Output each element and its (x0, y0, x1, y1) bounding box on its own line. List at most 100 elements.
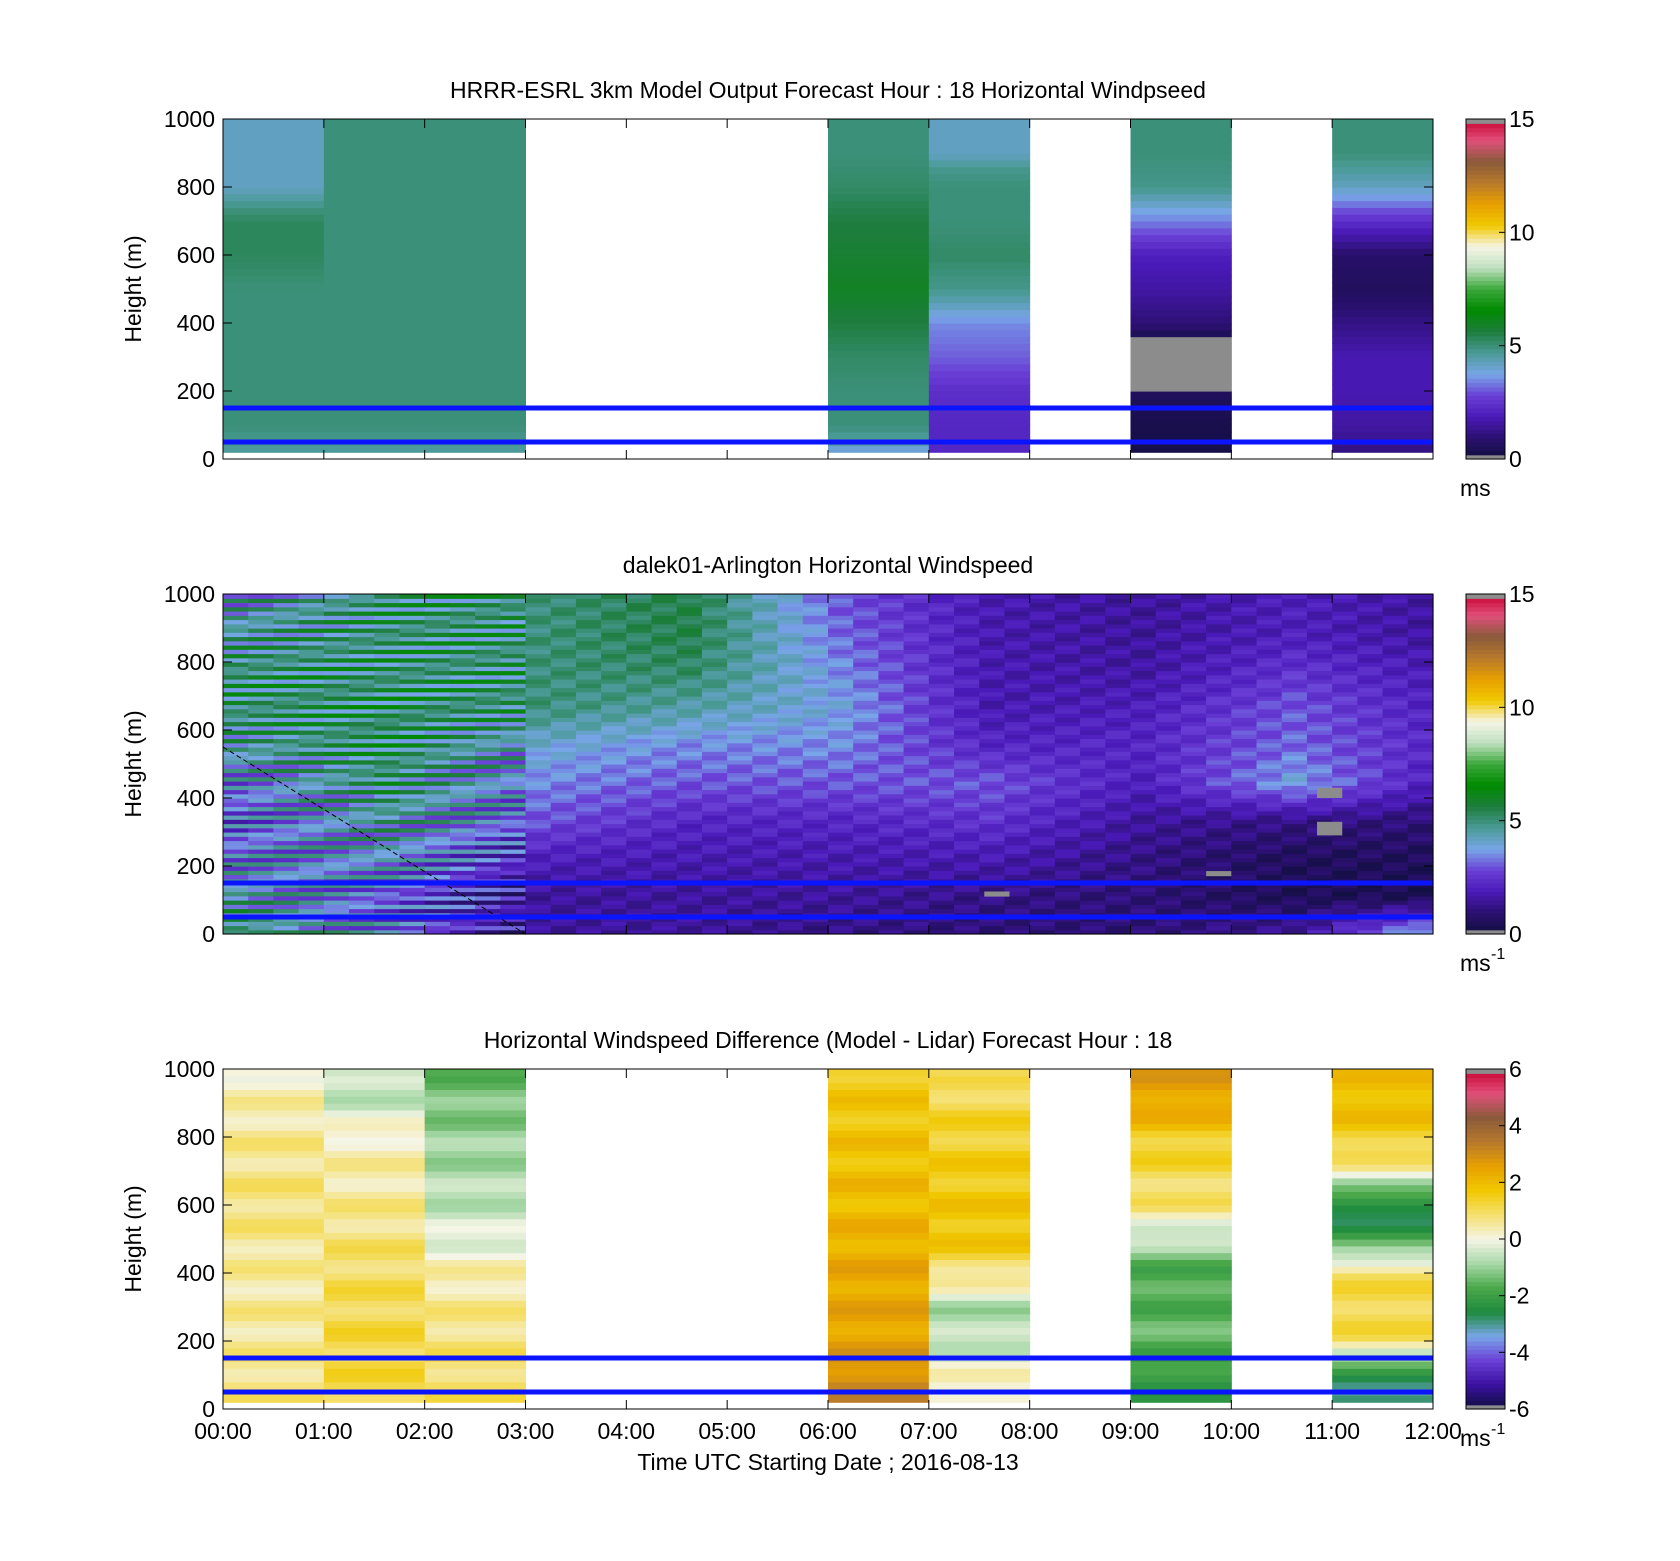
heat-cell (223, 146, 325, 154)
heat-cell (1382, 725, 1409, 731)
heat-cell (475, 802, 501, 808)
heat-cell (1004, 742, 1031, 748)
heat-cell (248, 776, 275, 782)
heat-cell (298, 853, 325, 859)
heat-cell (298, 645, 325, 650)
heat-cell (727, 776, 753, 782)
heat-cell (1155, 691, 1182, 697)
heat-cell (223, 640, 249, 646)
heat-cell (802, 687, 829, 693)
heat-cell (349, 670, 375, 676)
heat-cell (575, 776, 602, 782)
heat-cell (651, 708, 678, 714)
heat-cell (298, 895, 325, 901)
heat-cell (1155, 683, 1182, 689)
heat-cell (1332, 857, 1358, 863)
heat-cell (1155, 861, 1182, 867)
heat-cell (1130, 594, 1157, 599)
heat-cell (525, 781, 552, 786)
heat-cell (449, 606, 476, 612)
heat-cell (1382, 594, 1409, 599)
heat-cell (752, 696, 779, 701)
heat-cell (223, 895, 249, 901)
heat-cell (323, 1266, 426, 1274)
heat-cell (1382, 789, 1409, 795)
heat-cell (1306, 640, 1333, 646)
heat-cell (1206, 832, 1232, 837)
heat-cell (1306, 776, 1333, 782)
heat-cell (1306, 853, 1333, 859)
heat-cell (777, 900, 804, 905)
colorbar-cell (1466, 1247, 1505, 1253)
colorbar-cell (1466, 1345, 1505, 1351)
heat-cell (223, 295, 325, 304)
heat-cell (1180, 632, 1207, 638)
heat-cell (575, 645, 602, 650)
heat-cell (223, 1361, 325, 1369)
colorbar-cell (1466, 335, 1505, 341)
heat-cell (550, 615, 577, 621)
heat-cell (424, 713, 451, 718)
heat-cell (449, 849, 476, 854)
heat-cell (828, 611, 854, 616)
heat-cell (828, 594, 854, 599)
heat-cell (626, 874, 653, 880)
heat-cell (651, 662, 678, 667)
heat-cell (1407, 844, 1434, 850)
heat-cell (1155, 781, 1182, 786)
heat-cell (752, 904, 779, 910)
colorbar-cell (1466, 272, 1505, 277)
heat-cell (223, 628, 249, 633)
heat-cell (1407, 895, 1434, 901)
heat-cell (1231, 925, 1258, 931)
heat-cell (349, 730, 375, 735)
heat-cell (298, 734, 325, 740)
heat-cell (777, 802, 804, 808)
heat-cell (651, 632, 678, 638)
heat-cell (1155, 606, 1182, 612)
heat-cell (903, 632, 930, 638)
heat-cell (449, 738, 476, 744)
heat-cell (424, 139, 526, 147)
heat-cell (550, 832, 577, 837)
heat-cell (500, 853, 527, 859)
heat-cell (1382, 615, 1409, 621)
heat-cell (1029, 840, 1056, 846)
heat-cell (601, 806, 627, 812)
heat-cell (828, 662, 854, 667)
heat-cell (323, 1218, 426, 1226)
heat-cell (727, 844, 753, 850)
heat-cell (223, 391, 325, 399)
heat-cell (727, 670, 753, 676)
heat-cell (374, 717, 401, 723)
heat-cell (1332, 234, 1434, 242)
heat-cell (248, 704, 275, 710)
heat-cell (298, 921, 325, 927)
heat-cell (651, 687, 678, 693)
heat-cell (601, 713, 627, 718)
heat-cell (298, 929, 325, 935)
heat-cell (399, 772, 426, 778)
heat-cell (374, 696, 401, 701)
heat-cell (928, 670, 955, 676)
heat-cell (1357, 759, 1384, 765)
colorbar-cell (1466, 1120, 1505, 1125)
heat-cell (1029, 657, 1056, 663)
heat-cell (1180, 866, 1207, 871)
colorbar-cell (1466, 212, 1505, 218)
heat-cell (1080, 836, 1106, 842)
colorbar-cell (1466, 165, 1505, 171)
heat-cell (1105, 725, 1132, 731)
heat-cell (1180, 730, 1207, 735)
heat-cell (475, 717, 501, 723)
heat-cell (1004, 849, 1031, 854)
heat-cell (601, 700, 627, 706)
heat-cell (626, 640, 653, 646)
heat-cell (349, 861, 375, 867)
heat-cell (1332, 1171, 1434, 1179)
heat-cell (1155, 802, 1182, 808)
heat-cell (1332, 721, 1358, 727)
heat-cell (1080, 602, 1106, 608)
heat-cell (727, 717, 753, 723)
heat-cell (1332, 891, 1358, 897)
